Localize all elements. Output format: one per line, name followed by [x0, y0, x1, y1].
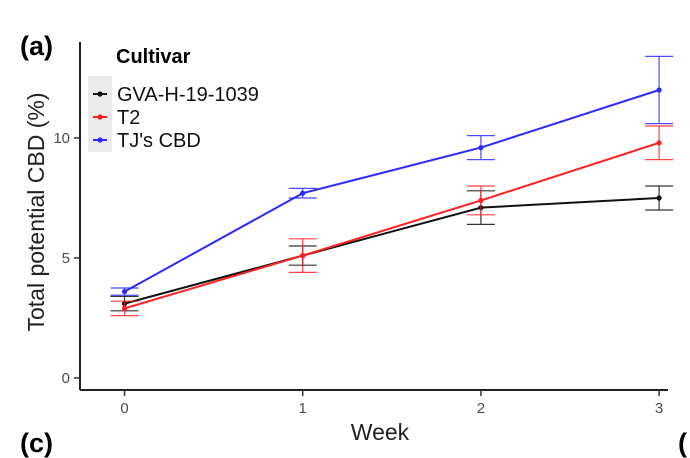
y-tick-label: 10	[53, 130, 70, 147]
data-point-t2	[121, 305, 128, 311]
series-line-tj-s-cbd	[124, 89, 660, 293]
legend-label: TJ's CBD	[117, 130, 201, 152]
data-point-gva-h-19-1039	[656, 195, 662, 201]
series-line-gva-h-19-1039	[124, 197, 660, 305]
y-tick-label: 0	[62, 370, 70, 387]
legend-swatch-point	[97, 114, 103, 120]
y-tick-label: 5	[62, 250, 70, 267]
data-point-t2	[656, 140, 662, 146]
legend-title: Cultivar	[116, 46, 191, 68]
data-point-tj-s-cbd	[478, 145, 484, 151]
legend-item-t2: T2	[93, 107, 140, 129]
panel-label-c: (c)	[20, 428, 53, 458]
series-tj-s-cbd	[110, 55, 674, 296]
data-point-t2	[300, 253, 306, 259]
panel-label-a: (a)	[20, 31, 53, 61]
series-line-t2	[124, 141, 660, 310]
data-point-t2	[478, 197, 484, 203]
panel-label-partial: (	[678, 428, 687, 458]
legend-item-tj-s-cbd: TJ's CBD	[93, 130, 201, 152]
x-tick-label: 3	[655, 400, 663, 417]
x-tick-label: 0	[120, 400, 128, 417]
legend-label: GVA-H-19-1039	[117, 84, 259, 106]
data-point-tj-s-cbd	[121, 289, 128, 295]
legend-swatch-point	[97, 137, 103, 143]
legend-item-gva-h-19-1039: GVA-H-19-1039	[93, 84, 259, 106]
plot-area	[110, 55, 674, 317]
y-axis-title: Total potential CBD (%)	[23, 92, 49, 331]
legend-swatch-point	[97, 91, 103, 97]
series-gva-h-19-1039	[110, 185, 674, 312]
y-axis-ticks: 0 5 10	[53, 130, 80, 387]
x-axis-title: Week	[351, 419, 410, 445]
x-tick-label: 1	[299, 400, 307, 417]
data-point-tj-s-cbd	[300, 190, 306, 196]
x-tick-label: 2	[477, 400, 485, 417]
x-axis-ticks: 0 1 2 3	[120, 390, 663, 417]
series-t2	[110, 125, 674, 317]
data-point-tj-s-cbd	[656, 87, 662, 93]
legend-label: T2	[117, 107, 140, 129]
